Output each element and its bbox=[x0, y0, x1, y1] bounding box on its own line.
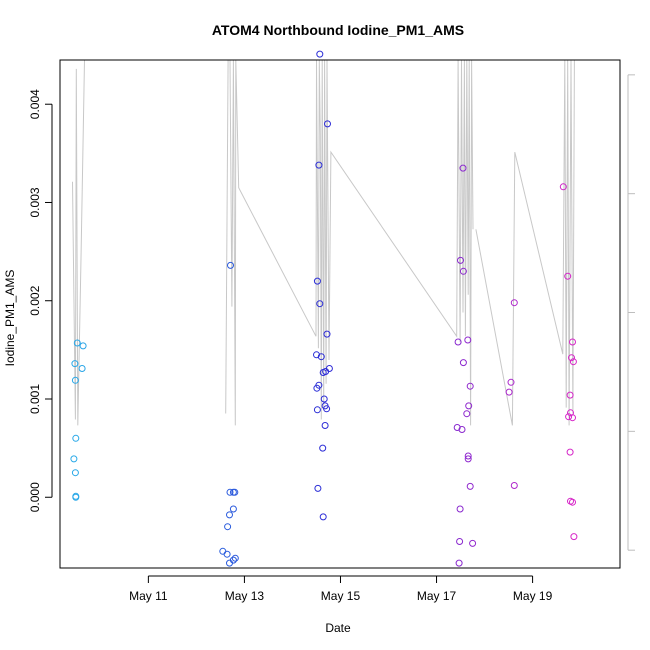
secondary-line-segment bbox=[225, 59, 474, 426]
data-point bbox=[320, 395, 328, 403]
data-point bbox=[569, 498, 576, 506]
data-point bbox=[507, 378, 515, 386]
data-point bbox=[455, 559, 463, 567]
x-tick-label: May 11 bbox=[129, 589, 168, 603]
data-point bbox=[568, 354, 575, 362]
data-point bbox=[71, 376, 79, 384]
data-point bbox=[559, 183, 567, 191]
data-point bbox=[466, 482, 474, 490]
x-axis-label: Date bbox=[325, 621, 351, 635]
data-point bbox=[71, 469, 79, 477]
data-point bbox=[319, 513, 327, 521]
data-point bbox=[463, 410, 471, 418]
data-point bbox=[223, 550, 231, 558]
data-point bbox=[459, 267, 467, 275]
x-tick-label: May 17 bbox=[417, 589, 457, 603]
data-point bbox=[72, 493, 80, 501]
data-point bbox=[226, 511, 233, 519]
y-tick-label: 0.004 bbox=[28, 89, 42, 119]
data-point bbox=[229, 556, 237, 564]
data-point bbox=[219, 547, 227, 555]
data-point bbox=[313, 384, 321, 392]
data-point bbox=[458, 426, 466, 433]
data-point bbox=[323, 405, 331, 413]
data-point bbox=[464, 336, 472, 344]
secondary-line-group bbox=[72, 59, 575, 426]
y2-tick-label: 600 bbox=[647, 302, 650, 322]
data-point bbox=[71, 360, 79, 368]
data-point bbox=[231, 554, 239, 562]
data-point bbox=[313, 351, 320, 359]
data-point bbox=[459, 359, 467, 367]
data-point bbox=[565, 413, 573, 421]
data-point bbox=[569, 414, 576, 422]
data-point bbox=[564, 272, 572, 280]
data-point bbox=[570, 533, 578, 541]
data-point bbox=[226, 488, 234, 496]
y2-tick-label: 400 bbox=[647, 184, 650, 204]
data-point bbox=[459, 164, 467, 172]
data-point bbox=[324, 120, 331, 128]
data-point bbox=[315, 161, 323, 169]
y2-tick-label: 800 bbox=[647, 421, 650, 441]
data-point bbox=[227, 261, 234, 269]
axes: May 11 May 13 May 15 May 17 May 19 0.000 0.001… bbox=[28, 65, 650, 603]
data-point bbox=[465, 402, 473, 410]
data-point bbox=[457, 256, 464, 264]
data-point bbox=[566, 448, 574, 456]
data-point bbox=[566, 391, 574, 399]
data-point bbox=[313, 277, 321, 285]
x-tick-label: May 13 bbox=[225, 589, 265, 603]
data-point bbox=[317, 353, 325, 361]
y-tick-label: 0.001 bbox=[28, 384, 42, 414]
data-point bbox=[469, 539, 477, 547]
data-point bbox=[569, 358, 577, 366]
scatter-points bbox=[70, 50, 578, 567]
x-tick-label: May 15 bbox=[321, 589, 361, 603]
data-point bbox=[456, 505, 464, 513]
data-point bbox=[319, 444, 327, 452]
data-point bbox=[72, 434, 80, 442]
chart-title: ATOM4 Northbound Iodine_PM1_AMS bbox=[212, 22, 464, 38]
y2-tick-label: 200 bbox=[647, 65, 650, 85]
data-point bbox=[79, 342, 87, 350]
data-point bbox=[510, 299, 518, 307]
y2-tick-label: 1000 bbox=[647, 537, 650, 564]
y-tick-label: 0.000 bbox=[28, 482, 42, 512]
y-tick-label: 0.003 bbox=[28, 187, 42, 217]
data-point bbox=[466, 382, 474, 390]
data-point bbox=[314, 484, 322, 492]
secondary-line-segment bbox=[475, 59, 575, 426]
data-point bbox=[313, 406, 321, 414]
data-point bbox=[316, 300, 324, 308]
data-point bbox=[456, 538, 464, 545]
data-point bbox=[569, 338, 576, 346]
data-point bbox=[510, 482, 518, 489]
x-tick-label: May 19 bbox=[513, 589, 553, 603]
data-point bbox=[321, 422, 329, 429]
data-point bbox=[231, 488, 239, 496]
data-point bbox=[316, 50, 324, 58]
data-point bbox=[505, 388, 513, 396]
data-point bbox=[73, 339, 81, 347]
y-axis-label: Iodine_PM1_AMS bbox=[3, 270, 17, 367]
data-point bbox=[70, 455, 78, 463]
secondary-line-segment bbox=[72, 59, 85, 426]
data-point bbox=[229, 505, 237, 513]
data-point bbox=[323, 330, 331, 338]
y-tick-label: 0.002 bbox=[28, 285, 42, 315]
data-point bbox=[464, 455, 472, 463]
data-point bbox=[224, 523, 232, 531]
plot-frame bbox=[59, 59, 621, 569]
data-point bbox=[464, 452, 472, 460]
data-point bbox=[322, 368, 330, 375]
data-point bbox=[454, 338, 462, 346]
data-point bbox=[78, 365, 86, 372]
